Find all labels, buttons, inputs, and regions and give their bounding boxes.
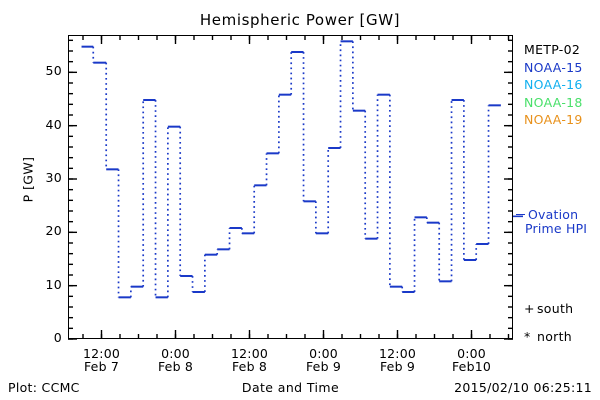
legend-satellites: METP-02 NOAA-15 NOAA-16 NOAA-18 NOAA-19 [524, 41, 600, 129]
x-tick-time: 12:00 [230, 346, 269, 361]
legend-hemisphere-north: * north [524, 323, 600, 351]
x-tick-date: Feb 9 [379, 359, 416, 374]
page-title: Hemispheric Power [GW] [199, 11, 401, 29]
x-tick-date: Feb 8 [157, 359, 194, 374]
x-axis-tick-label: 12:00 Feb 8 [207, 347, 293, 373]
y-axis-tick-label: 20 [45, 223, 62, 239]
x-axis-tick-label: 12:00 Feb 9 [355, 347, 441, 373]
x-axis-ticks [82, 35, 510, 339]
y-axis-tick-label: 30 [45, 170, 62, 185]
y-axis-tick-labels: 0 10 20 30 40 50 [26, 0, 62, 400]
legend-item-noaa-18: NOAA-18 [524, 94, 583, 110]
ovation-dash-icon [516, 214, 525, 215]
y-axis-tick-label: 10 [45, 276, 62, 292]
x-tick-time: 0:00 [161, 346, 190, 361]
hemisphere-symbol-icon: + [524, 301, 535, 316]
hemisphere-label: north [537, 329, 573, 344]
x-axis-tick-label: 0:00 Feb 8 [133, 347, 219, 373]
x-tick-date: Feb 8 [231, 359, 268, 374]
x-tick-date: Feb 7 [83, 359, 120, 374]
legend-item-metp-02: METP-02 [524, 42, 581, 57]
legend-hemispheres: + south * north [524, 295, 600, 351]
y-axis-tick-label: 40 [45, 116, 62, 132]
x-tick-time: 0:00 [309, 346, 338, 361]
plot-canvas [81, 40, 501, 299]
y-axis-tick-label: 0 [53, 330, 62, 345]
plot-area [68, 35, 513, 339]
plot-source-label: Plot: CCMC [8, 380, 80, 395]
legend-ovation-line2: Prime HPI [525, 221, 588, 236]
legend-ovation-prime: Ovation Prime HPI [516, 208, 600, 236]
y-axis-tick-label: 50 [45, 63, 62, 79]
x-tick-date: Feb 9 [305, 359, 342, 374]
x-axis-tick-label: 12:00 Feb 7 [59, 347, 145, 373]
plot-timestamp: 2015/02/10 06:25:11 [454, 380, 592, 395]
legend-hemisphere-south: + south [524, 295, 600, 323]
legend-item-noaa-19: NOAA-19 [524, 112, 583, 127]
hemisphere-symbol-icon: * [524, 329, 531, 344]
series-0 [81, 40, 501, 299]
hemisphere-label: south [537, 301, 574, 316]
x-tick-time: 12:00 [378, 346, 417, 361]
legend-ovation-line1: Ovation [528, 207, 579, 222]
x-axis-tick-label: 0:00 Feb 9 [281, 347, 367, 373]
x-tick-date: Feb10 [451, 359, 492, 374]
legend-item-noaa-15: NOAA-15 [524, 59, 583, 75]
x-tick-time: 12:00 [82, 346, 121, 361]
legend-item-noaa-16: NOAA-16 [524, 77, 583, 92]
x-axis-tick-label: 0:00 Feb10 [429, 347, 515, 373]
x-tick-time: 0:00 [457, 346, 486, 361]
data-series-layer [81, 40, 501, 299]
x-axis-title: Date and Time [241, 380, 340, 395]
